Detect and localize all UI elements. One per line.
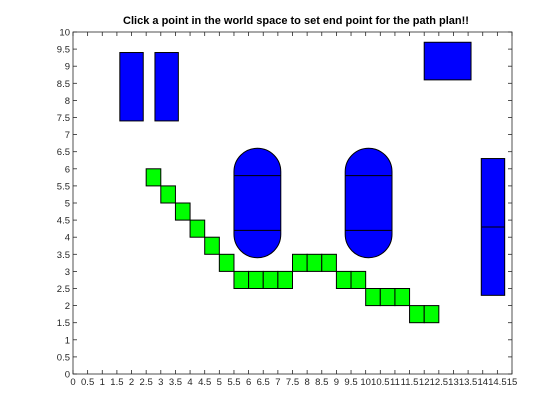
path-cell-1 xyxy=(145,168,162,187)
x-tick-label: 12 xyxy=(419,377,430,388)
path-cell-10 xyxy=(277,270,294,289)
y-tick-label: 1 xyxy=(65,335,70,346)
path-cell-8 xyxy=(248,270,264,289)
path-cell-9 xyxy=(262,270,279,289)
x-tick-label: 12.5 xyxy=(430,377,449,388)
path-cell-7 xyxy=(233,270,250,289)
y-tick-label: 3 xyxy=(65,267,70,278)
obstacle-rect-2 xyxy=(154,52,179,122)
x-tick-label: 7.5 xyxy=(286,377,299,388)
x-tick-label: 2 xyxy=(129,377,134,388)
path-cell-3 xyxy=(174,202,191,221)
path-cell-12 xyxy=(306,253,323,272)
path-cell-15 xyxy=(350,270,367,289)
x-tick-label: 15 xyxy=(507,377,518,388)
obstacle-rect-3 xyxy=(423,41,472,81)
x-tick-label: 0 xyxy=(70,377,75,388)
y-tick-label: 6.5 xyxy=(57,147,70,158)
x-tick-label: 14 xyxy=(477,377,488,388)
y-tick-label: 2 xyxy=(65,301,70,312)
obstacle-rect-1 xyxy=(119,52,144,122)
axes-layer: 0 0.5 1 1.5 2 2.5 3 3.5 4 4.5 5 5.5 6 6.5 7 7.5 8 8.5 9 9.5… xyxy=(57,28,518,389)
x-tick-label: 10 xyxy=(360,377,371,388)
x-tick-label: 9 xyxy=(334,377,339,388)
x-tick-label: 9.5 xyxy=(344,377,357,388)
x-tick-label: 6 xyxy=(246,377,251,388)
x-tick-label: 1.5 xyxy=(110,377,123,388)
obstacle-capsule-6 xyxy=(344,147,393,259)
x-tick-label: 11.5 xyxy=(401,377,419,388)
x-tick-label: 13 xyxy=(448,377,459,388)
y-tick-label: 2.5 xyxy=(57,284,70,295)
x-tick-label: 7 xyxy=(275,377,280,388)
y-tick-label: 9 xyxy=(65,62,70,73)
x-tick-label: 8.5 xyxy=(315,377,328,388)
x-tick-label: 6.5 xyxy=(257,377,270,388)
x-tick-label: 5.5 xyxy=(227,377,240,388)
path-cell-19 xyxy=(409,305,425,324)
path-cell-6 xyxy=(218,253,235,272)
y-tick-label: 7 xyxy=(65,130,70,141)
obstacle-capsule-5 xyxy=(233,147,282,259)
path-cell-5 xyxy=(204,236,220,255)
x-tick-label: 2.5 xyxy=(140,377,153,388)
path-cell-17 xyxy=(379,288,396,307)
y-tick-label: 0 xyxy=(65,370,70,381)
y-tick-label: 1.5 xyxy=(57,318,70,329)
y-tick-label: 5.5 xyxy=(57,181,70,192)
y-tick-label: 4 xyxy=(65,233,70,244)
y-tick-label: 7.5 xyxy=(57,113,70,124)
x-tick-label: 3 xyxy=(158,377,163,388)
x-tick-label: 10.5 xyxy=(371,377,390,388)
x-tick-label: 3.5 xyxy=(169,377,182,388)
path-cell-2 xyxy=(160,185,176,204)
path-cell-18 xyxy=(394,288,411,307)
y-tick-label: 3.5 xyxy=(57,250,70,261)
x-tick-label: 8 xyxy=(304,377,309,388)
obstacles-layer xyxy=(119,41,506,296)
x-tick-label: 5 xyxy=(217,377,222,388)
path-cell-4 xyxy=(189,219,206,238)
y-tick-label: 4.5 xyxy=(57,216,70,227)
y-tick-label: 5 xyxy=(65,199,70,210)
x-tick-label: 4 xyxy=(187,377,192,388)
x-tick-label: 0.5 xyxy=(81,377,94,388)
y-tick-label: 0.5 xyxy=(57,352,70,363)
y-tick-label: 10 xyxy=(59,28,70,39)
y-tick-label: 8.5 xyxy=(57,79,70,90)
path-cell-13 xyxy=(321,253,337,272)
y-tick-label: 8 xyxy=(65,96,70,107)
x-tick-label: 14.5 xyxy=(488,377,507,388)
y-tick-label: 9.5 xyxy=(57,45,70,56)
x-tick-label: 13.5 xyxy=(459,377,478,388)
y-tick-label: 6 xyxy=(65,164,70,175)
path-cell-16 xyxy=(365,288,381,307)
x-tick-label: 1 xyxy=(100,377,105,388)
path-cell-20 xyxy=(423,305,440,324)
path-cell-14 xyxy=(335,270,352,289)
x-tick-label: 4.5 xyxy=(198,377,211,388)
path-layer xyxy=(145,168,440,324)
x-tick-label: 11 xyxy=(390,377,400,388)
chart-title: Click a point in the world space to set … xyxy=(123,15,469,27)
path-cell-11 xyxy=(292,253,308,272)
